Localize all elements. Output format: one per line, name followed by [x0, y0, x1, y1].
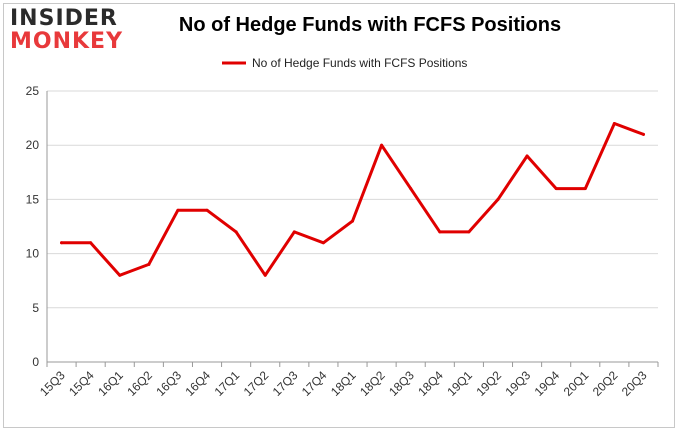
- data-point: [89, 241, 93, 245]
- x-tick-label: 17Q4: [299, 368, 330, 399]
- data-point: [641, 132, 645, 136]
- data-point: [583, 187, 587, 191]
- x-tick-label: 20Q3: [619, 368, 650, 399]
- x-tick-label: 18Q4: [415, 368, 446, 399]
- y-tick-label: 5: [32, 301, 39, 315]
- data-point: [554, 187, 558, 191]
- y-tick-label: 25: [26, 84, 40, 98]
- data-point: [60, 241, 64, 245]
- logo-line-2: MONKEY: [10, 29, 124, 54]
- data-point: [496, 197, 500, 201]
- data-point: [321, 241, 325, 245]
- data-point: [234, 230, 238, 234]
- logo-line-1: INSIDER: [10, 6, 118, 31]
- legend-label: No of Hedge Funds with FCFS Positions: [252, 56, 467, 70]
- x-tick-label: 17Q1: [212, 368, 243, 399]
- data-point: [292, 230, 296, 234]
- data-point: [176, 208, 180, 212]
- data-point: [263, 273, 267, 277]
- data-point: [380, 143, 384, 147]
- data-point: [612, 122, 616, 126]
- x-tick-label: 20Q2: [590, 368, 621, 399]
- x-tick-label: 18Q1: [328, 368, 359, 399]
- x-tick-label: 16Q4: [182, 368, 213, 399]
- x-tick-label: 20Q1: [561, 368, 592, 399]
- insider-monkey-logo: INSIDER MONKEY: [10, 8, 128, 56]
- x-tick-label: 18Q3: [386, 368, 417, 399]
- data-point: [438, 230, 442, 234]
- y-tick-label: 10: [26, 247, 40, 261]
- chart-title: No of Hedge Funds with FCFS Positions: [178, 14, 562, 36]
- x-tick-label: 19Q1: [444, 368, 475, 399]
- y-tick-label: 0: [32, 355, 39, 369]
- y-tick-label: 20: [26, 138, 40, 152]
- x-tick-label: 17Q3: [270, 368, 301, 399]
- data-point: [118, 273, 122, 277]
- x-tick-label: 16Q2: [124, 368, 155, 399]
- data-point: [147, 262, 151, 266]
- x-tick-label: 19Q3: [503, 368, 534, 399]
- x-tick-label: 15Q4: [66, 368, 97, 399]
- x-tick-label: 16Q1: [95, 368, 126, 399]
- data-point: [467, 230, 471, 234]
- data-point: [409, 187, 413, 191]
- data-point: [205, 208, 209, 212]
- data-point: [351, 219, 354, 223]
- chart-frame: [3, 3, 675, 428]
- data-point: [525, 154, 529, 158]
- x-tick-label: 17Q2: [241, 368, 272, 399]
- y-tick-label: 15: [26, 192, 40, 206]
- x-tick-label: 16Q3: [153, 368, 184, 399]
- x-tick-label: 15Q3: [37, 368, 68, 399]
- x-tick-label: 19Q2: [473, 368, 504, 399]
- x-tick-label: 19Q4: [532, 368, 563, 399]
- x-tick-label: 18Q2: [357, 368, 388, 399]
